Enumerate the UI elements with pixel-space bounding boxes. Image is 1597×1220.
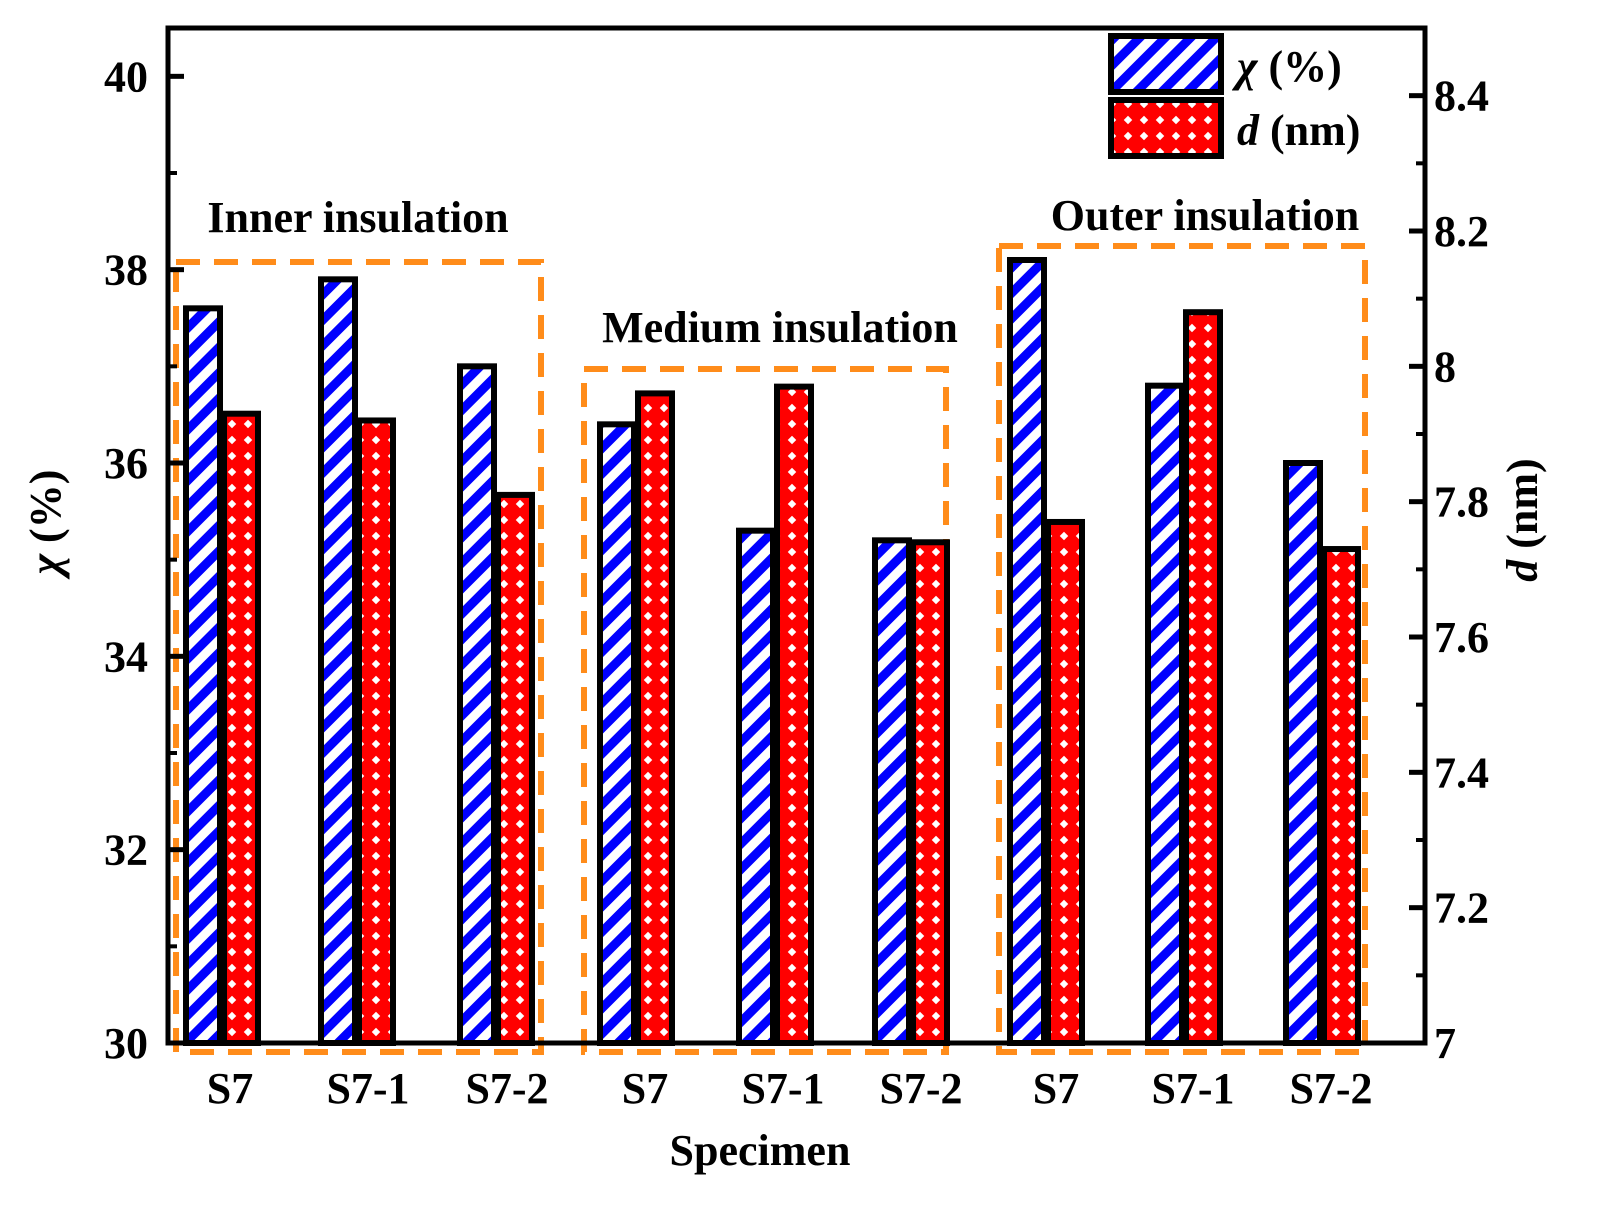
bars [183,257,1361,1047]
y-right-tick-label-2: 7.2 [1434,884,1489,933]
bar-chi-4 [597,421,637,1047]
y-right-tick-label-6: 8 [1434,342,1456,391]
bar-d-1 [221,410,261,1046]
bar-d-2 [356,417,396,1046]
bar-chi-8 [1145,382,1185,1046]
group-box-3 [996,243,1368,1055]
y-left-tick-label-1: 30 [104,1019,148,1068]
bar-d-9 [1321,546,1361,1046]
y-left-axis-title-symbol: χ [21,552,70,580]
bar-d-8 [1183,309,1223,1046]
x-tick-label-6: S7-2 [879,1064,962,1113]
x-tick-label-9: S7-2 [1289,1064,1372,1113]
y-right-tick-label-5: 7.8 [1434,478,1489,527]
bar-d-4 [635,390,675,1046]
legend-label-2-unit: (nm) [1259,106,1360,155]
bar-d-7 [1045,518,1085,1046]
bar-chi-9 [1283,460,1323,1046]
bar-chi-6 [872,537,912,1046]
legend-swatch-1 [1108,33,1224,95]
legend-label-1-symbol: χ [1231,42,1259,91]
y-left-tick-label-2: 32 [104,826,148,875]
y-right-tick-label-8: 8.4 [1434,72,1489,121]
axes [165,25,1428,1046]
legend-swatch-2 [1108,97,1224,159]
x-tick-label-8: S7-1 [1151,1064,1234,1113]
y-left-tick-label-5: 38 [104,246,148,295]
bar-chi-1 [183,305,223,1047]
x-axis-title: Specimen [670,1126,851,1175]
legend: χ (%) d (nm) [1108,33,1360,159]
y-right-tick-label-1: 7 [1434,1019,1456,1068]
x-tick-label-4: S7 [622,1064,668,1113]
y-right-tick-label-3: 7.4 [1434,748,1489,797]
y-left-tick-label-6: 40 [104,52,148,101]
y-right-axis-title-unit: (nm) [1498,458,1547,559]
plot-frame [165,25,1428,1046]
y-left-axis-title-unit: (%) [21,470,70,554]
y-left-tick-label-4: 36 [104,439,148,488]
x-tick-label-7: S7 [1033,1064,1079,1113]
y-right-tick-label-4: 7.6 [1434,613,1489,662]
bar-chi-2 [318,276,358,1047]
group-label-1: Inner insulation [207,193,508,242]
legend-label-2: d (nm) [1237,106,1360,155]
bar-d-3 [495,491,535,1046]
legend-label-2-symbol: d [1237,106,1260,155]
bar-chi-7 [1007,257,1047,1046]
y-left-axis-title: χ (%) [21,470,70,581]
legend-label-1: χ (%) [1231,42,1342,91]
y-left-tick-label-3: 34 [104,632,148,681]
y-right-axis-title: d (nm) [1498,458,1547,581]
group-label-3: Outer insulation [1051,191,1359,240]
bar-chi-5 [736,527,776,1046]
x-tick-label-3: S7-2 [465,1064,548,1113]
legend-label-1-unit: (%) [1257,42,1341,91]
group-label-2: Medium insulation [602,303,958,352]
bar-d-5 [774,383,814,1046]
x-tick-label-5: S7-1 [741,1064,824,1113]
x-tick-label-1: S7 [207,1064,253,1113]
y-right-axis-title-symbol: d [1498,559,1547,582]
x-tick-label-2: S7-1 [326,1064,409,1113]
y-right-tick-label-7: 8.2 [1434,207,1489,256]
bar-d-6 [910,539,950,1046]
bar-chi-3 [457,363,497,1047]
